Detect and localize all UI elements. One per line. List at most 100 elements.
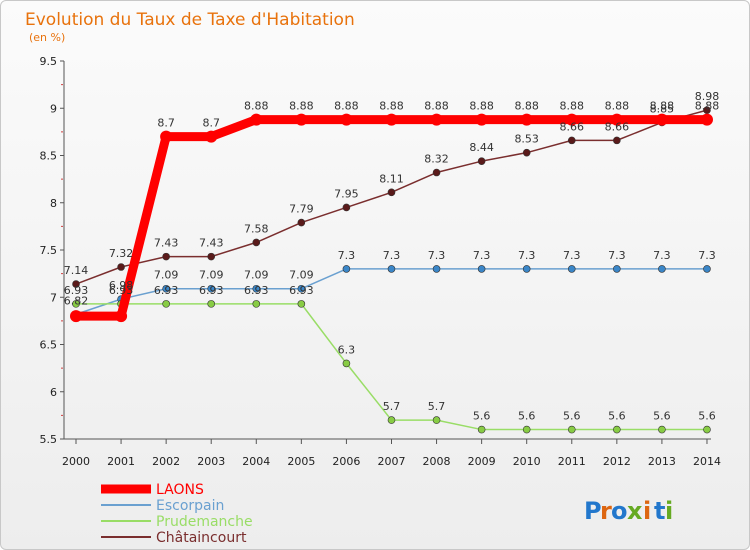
data-label: 6.93 <box>244 284 269 297</box>
data-point <box>567 425 576 434</box>
data-point <box>115 310 128 323</box>
y-tick-label: 7.5 <box>40 244 58 257</box>
data-point <box>205 130 218 143</box>
data-label: 8.88 <box>605 100 630 113</box>
data-point <box>477 157 486 165</box>
data-label: 7.14 <box>64 264 89 277</box>
data-label: 8.66 <box>605 120 630 133</box>
data-label: 5.7 <box>428 400 446 413</box>
y-tick-label: 8 <box>50 197 57 210</box>
data-point <box>252 284 261 293</box>
x-tick-label: 2006 <box>332 455 360 468</box>
data-label: 8.88 <box>334 100 359 113</box>
data-label: 8.53 <box>514 133 539 146</box>
data-label: 5.7 <box>383 400 401 413</box>
y-tick-label: 6.5 <box>40 339 58 352</box>
data-point <box>297 218 306 227</box>
data-point <box>387 416 396 424</box>
data-point <box>613 136 621 145</box>
data-label: 7.09 <box>289 269 314 282</box>
data-label: 7.3 <box>608 249 626 262</box>
data-point <box>432 168 441 177</box>
x-tick-label: 2008 <box>423 455 451 468</box>
data-point <box>522 265 531 273</box>
data-point <box>703 265 711 273</box>
data-label: 6.93 <box>109 284 134 297</box>
logo-letter: P <box>584 497 602 525</box>
y-tick-label: 9 <box>50 102 57 115</box>
data-label: 6.93 <box>199 284 224 297</box>
data-point <box>387 265 396 273</box>
data-label: 7.3 <box>383 249 401 262</box>
data-label: 5.6 <box>518 410 536 423</box>
data-point <box>297 284 306 293</box>
data-label: 8.44 <box>469 141 494 154</box>
data-label: 6.98 <box>109 279 134 292</box>
data-label: 5.6 <box>698 410 716 423</box>
data-point <box>252 238 261 247</box>
x-tick-label: 2002 <box>152 455 180 468</box>
data-label: 7.3 <box>338 249 356 262</box>
chart-subtitle: (en %) <box>29 31 65 44</box>
data-point <box>610 113 623 126</box>
data-point <box>207 300 216 308</box>
x-tick-label: 2005 <box>287 455 315 468</box>
data-label: 8.7 <box>202 117 220 130</box>
data-point <box>295 113 308 126</box>
data-label: 8.11 <box>379 172 404 185</box>
x-tick-label: 2003 <box>197 455 225 468</box>
data-point <box>477 425 486 434</box>
data-label: 7.3 <box>518 249 536 262</box>
series-layer <box>70 106 713 434</box>
data-label: 6.93 <box>289 284 314 297</box>
data-label: 8.88 <box>469 100 494 113</box>
y-tick-label: 8.5 <box>40 150 58 163</box>
data-label: 6.3 <box>338 343 356 356</box>
logo-letter: o <box>611 497 628 525</box>
data-label: 8.88 <box>289 100 314 113</box>
logo-letter: r <box>600 497 612 525</box>
data-label: 7.3 <box>563 249 581 262</box>
data-point <box>162 300 170 308</box>
data-label: 7.58 <box>244 222 269 235</box>
data-label: 8.88 <box>244 100 269 113</box>
data-label: 7.95 <box>334 187 359 200</box>
data-label: 8.66 <box>560 120 585 133</box>
data-point <box>475 113 488 126</box>
data-label: 7.09 <box>199 269 224 282</box>
data-label: 6.82 <box>64 294 89 307</box>
logo-letter: t <box>654 497 665 525</box>
data-point <box>342 265 351 273</box>
data-label: 7.32 <box>109 247 134 260</box>
data-point <box>342 203 351 212</box>
data-label: 8.32 <box>424 153 449 166</box>
data-label: 7.3 <box>653 249 671 262</box>
data-point <box>72 280 80 288</box>
legend-label: LAONS <box>156 482 204 498</box>
data-point <box>297 300 306 308</box>
data-point <box>520 113 533 126</box>
data-point <box>252 300 261 308</box>
x-tick-label: 2001 <box>107 455 135 468</box>
data-point <box>432 416 441 424</box>
data-label: 6.93 <box>154 284 179 297</box>
data-point <box>72 300 80 308</box>
data-label: 7.3 <box>698 249 716 262</box>
data-label: 8.88 <box>514 100 539 113</box>
logo-letter: x <box>627 497 643 525</box>
data-label: 7.09 <box>154 269 179 282</box>
data-point <box>430 113 443 126</box>
data-point <box>655 113 668 126</box>
data-label: 8.88 <box>695 100 720 113</box>
data-label: 5.6 <box>608 410 626 423</box>
legend-label: Escorpain <box>156 498 224 514</box>
data-point <box>522 425 531 434</box>
data-point <box>658 265 666 273</box>
y-tick-label: 6 <box>50 386 57 399</box>
data-label: 5.6 <box>473 410 491 423</box>
data-point <box>658 425 666 434</box>
data-label: 8.88 <box>379 100 404 113</box>
data-point <box>160 130 173 143</box>
data-point <box>250 113 263 126</box>
